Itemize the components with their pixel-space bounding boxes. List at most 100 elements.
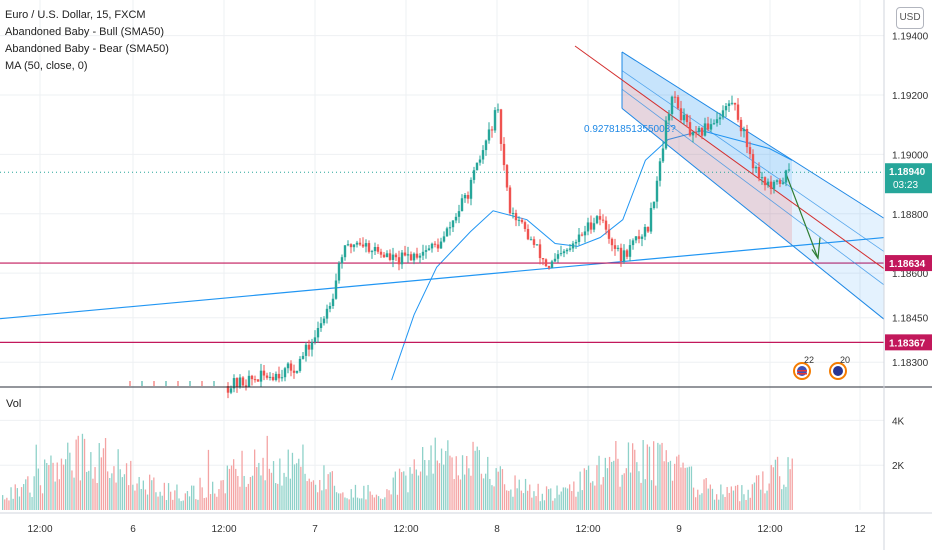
volume-bar — [342, 492, 344, 510]
candle-body — [454, 216, 458, 221]
volume-bar — [476, 446, 478, 510]
volume-bar — [302, 444, 304, 510]
candle-body — [610, 238, 614, 246]
volume-bar — [197, 499, 199, 510]
volume-bar — [728, 492, 730, 510]
volume-bar — [646, 444, 648, 510]
symbol-title[interactable]: Euro / U.S. Dollar, 15, FXCM — [5, 9, 146, 21]
volume-bar — [325, 489, 327, 510]
volume-bar — [92, 478, 94, 510]
volume-bar — [560, 491, 562, 510]
candle-body — [763, 177, 767, 186]
hline-label: 1.18634 — [889, 259, 926, 270]
volume-bar — [713, 499, 716, 510]
volume-bar — [724, 496, 726, 510]
indicator-bull[interactable]: Abandoned Baby - Bull (SMA50) — [5, 26, 164, 38]
candle-body — [343, 245, 347, 258]
volume-bar — [699, 494, 701, 510]
volume-tick-label: 2K — [892, 461, 905, 472]
volume-bar — [317, 492, 319, 510]
volume-bar — [743, 494, 745, 510]
volume-bar — [711, 488, 714, 510]
volume-bar — [335, 492, 338, 510]
volume-bar — [134, 490, 136, 510]
volume-bar — [608, 456, 611, 510]
currency-button[interactable]: USD — [896, 7, 924, 29]
candle-body — [721, 110, 725, 118]
flag-stripe — [797, 373, 807, 375]
volume-bar — [491, 485, 493, 510]
candle-body — [541, 258, 545, 260]
volume-bar — [688, 466, 690, 510]
volume-bar — [495, 468, 497, 510]
volume-bar — [115, 482, 117, 510]
candle-body — [538, 244, 542, 259]
volume-bar — [680, 467, 682, 510]
candle-body — [556, 254, 560, 259]
volume-bar — [71, 470, 73, 510]
candle-body — [409, 254, 413, 261]
candle-body — [463, 194, 467, 199]
volume-bar — [424, 460, 426, 510]
candle-body — [628, 245, 632, 257]
volume-bar — [611, 461, 613, 510]
volume-bar — [191, 485, 193, 510]
volume-bar — [669, 460, 672, 510]
volume-bar — [138, 476, 140, 510]
candle-body — [295, 370, 299, 373]
support-trendline[interactable] — [0, 236, 885, 320]
last-price-value: 1.18940 — [889, 167, 926, 178]
forecast-arrow — [785, 173, 819, 259]
candle-body — [520, 219, 524, 223]
hline-label: 1.18367 — [889, 338, 926, 349]
candle-body — [682, 114, 686, 121]
candle-body — [565, 249, 569, 252]
indicator-ma[interactable]: MA (50, close, 0) — [5, 60, 88, 72]
candle-body — [259, 370, 263, 382]
volume-bar — [650, 480, 653, 510]
volume-bar — [487, 456, 489, 510]
volume-bar — [10, 487, 12, 510]
candle-body — [673, 96, 677, 98]
candle-body — [406, 254, 410, 256]
candle-body — [391, 254, 395, 260]
candle-body — [421, 251, 425, 256]
volume-bar — [501, 469, 504, 510]
volume-bar — [623, 473, 625, 510]
volume-bar — [512, 496, 514, 510]
time-tick-label: 12:00 — [757, 524, 782, 535]
candle-body — [583, 231, 587, 236]
volume-bar — [81, 433, 84, 510]
volume-bar — [321, 490, 323, 510]
candle-body — [496, 109, 500, 111]
candle-body — [349, 244, 353, 248]
candle-body — [544, 259, 548, 266]
volume-bar — [37, 468, 39, 510]
volume-bar — [346, 498, 348, 510]
candle-body — [286, 363, 290, 369]
candle-body — [232, 378, 236, 389]
volume-bar — [734, 485, 737, 510]
volume-bar — [247, 483, 249, 510]
volume-bar — [365, 499, 367, 510]
channel-upper-line[interactable] — [621, 51, 885, 219]
volume-bar — [642, 440, 644, 510]
candle-body — [553, 258, 557, 262]
candle-body — [784, 170, 788, 183]
volume-bar — [701, 493, 703, 510]
fib-annotation[interactable]: 0.92781851355003? — [584, 124, 676, 135]
volume-bar — [18, 496, 21, 510]
volume-bar — [659, 444, 661, 510]
volume-bar — [149, 474, 151, 510]
candle-body — [661, 148, 665, 162]
volume-bar — [277, 483, 279, 510]
candle-body — [331, 298, 335, 307]
volume-label[interactable]: Vol — [6, 398, 22, 410]
indicator-bear[interactable]: Abandoned Baby - Bear (SMA50) — [5, 43, 169, 55]
volume-bar — [686, 467, 688, 510]
channel-median-line[interactable] — [574, 45, 885, 270]
candle-body — [424, 250, 428, 252]
candle-body — [772, 181, 776, 189]
candle-body — [703, 123, 707, 136]
